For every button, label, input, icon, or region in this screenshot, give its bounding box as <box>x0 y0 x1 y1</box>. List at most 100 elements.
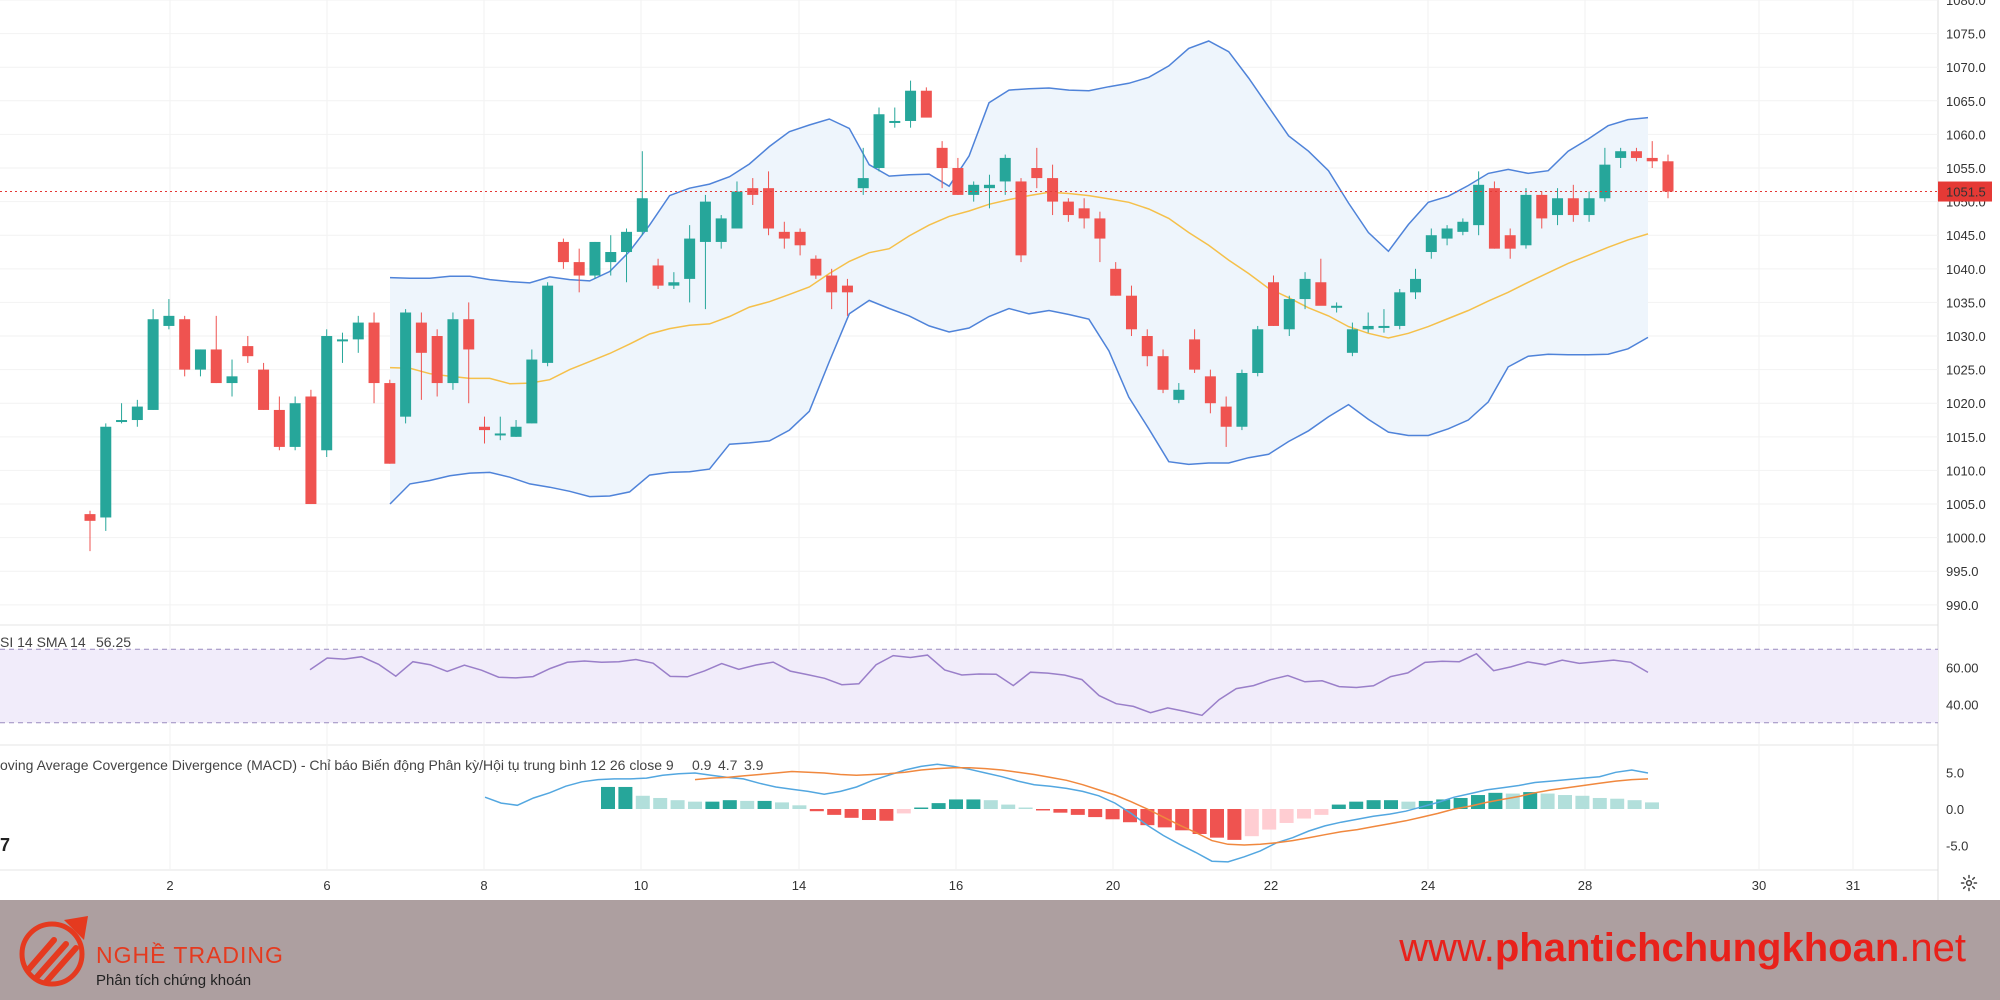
price-tick-label: 1055.0 <box>1946 161 1986 176</box>
candle-up <box>857 178 869 189</box>
candle-down <box>652 265 664 286</box>
candle-down <box>1189 339 1201 370</box>
date-tick-label: 24 <box>1421 878 1435 893</box>
tradingview-logo-icon: 7 <box>0 835 10 855</box>
candle-up <box>699 201 711 242</box>
price-tick-label: 1075.0 <box>1946 27 1986 42</box>
candle-up <box>542 285 554 363</box>
rsi-label: SI 14 SMA 14 <box>0 634 86 650</box>
macd-histogram-bar <box>635 795 650 809</box>
gear-icon[interactable] <box>1960 874 1978 892</box>
candle-down <box>210 349 222 384</box>
candle-up <box>321 336 333 451</box>
candle-up <box>1346 329 1358 353</box>
candle-down <box>936 147 948 169</box>
candle-up <box>1583 198 1595 216</box>
candle-up <box>605 252 617 263</box>
candle-up <box>873 114 885 169</box>
candle-down <box>1504 235 1516 249</box>
candle-down <box>305 396 317 505</box>
candle-up <box>968 184 980 195</box>
candle-up <box>147 319 159 410</box>
date-tick-label: 31 <box>1846 878 1860 893</box>
macd-histogram-bar <box>670 800 685 809</box>
macd-histogram-bar <box>1053 809 1068 813</box>
macd-histogram-bar <box>1036 809 1050 811</box>
price-tick-label: 990.0 <box>1946 598 1979 613</box>
macd-histogram-bar <box>914 807 929 809</box>
candle-up <box>1552 198 1564 216</box>
price-tick-label: 1000.0 <box>1946 531 1986 546</box>
candle-down <box>557 241 569 263</box>
candle-down <box>1630 151 1642 158</box>
macd-tick-label: 0.0 <box>1946 802 1964 817</box>
candle-down <box>258 369 270 410</box>
macd-histogram-bar <box>1384 800 1398 809</box>
candle-down <box>1015 181 1027 256</box>
candle-up <box>100 426 112 518</box>
candle-up <box>447 319 459 384</box>
candle-up <box>526 359 538 424</box>
candle-up <box>226 376 238 384</box>
candle-down <box>763 188 775 229</box>
price-tick-label: 1045.0 <box>1946 228 1986 243</box>
rsi-line <box>309 652 1649 717</box>
candle-down <box>1646 157 1658 162</box>
candle-down <box>463 319 475 350</box>
candle-up <box>621 231 633 253</box>
macd-histogram-bar <box>1523 792 1538 809</box>
rsi-tick-label: 60.00 <box>1946 661 1979 676</box>
macd-histogram-bar <box>1192 809 1207 834</box>
candle-up <box>668 282 680 286</box>
macd-histogram-bar <box>618 786 633 809</box>
macd-histogram-bar <box>1088 809 1103 818</box>
price-tick-label: 1035.0 <box>1946 295 1986 310</box>
price-tick-label: 1030.0 <box>1946 329 1986 344</box>
date-tick-label: 22 <box>1264 878 1278 893</box>
candle-up <box>1173 389 1185 400</box>
url-domain: phantichchungkhoan <box>1494 926 1900 970</box>
candle-down <box>1047 178 1059 202</box>
candle-down <box>841 285 853 293</box>
candle-down <box>1094 218 1106 239</box>
candle-up <box>1425 235 1437 253</box>
candle-up <box>999 157 1011 182</box>
candle-down <box>573 262 585 276</box>
candle-up <box>289 403 301 447</box>
candle-down <box>1315 282 1327 306</box>
candle-up <box>352 322 364 340</box>
candle-up <box>983 184 995 189</box>
rsi-value: 56.25 <box>96 634 131 650</box>
macd-histogram-bar <box>1592 797 1607 809</box>
macd-histogram-bar <box>1123 809 1137 823</box>
candle-down <box>1031 168 1043 179</box>
macd-histogram-bar <box>1001 804 1016 809</box>
candle-down <box>1220 406 1232 427</box>
macd-histogram-bar <box>1262 809 1277 830</box>
candle-up <box>731 191 743 229</box>
candle-up <box>1252 329 1264 373</box>
macd-histogram-bar <box>896 809 911 814</box>
candle-up <box>494 433 506 436</box>
candle-down <box>1125 295 1137 330</box>
candle-down <box>1268 282 1279 326</box>
candle-down <box>778 231 790 239</box>
candle-down <box>1662 161 1674 192</box>
price-tick-label: 1020.0 <box>1946 396 1986 411</box>
macd-histogram-bar <box>1140 809 1155 826</box>
candle-down <box>431 336 443 384</box>
nghe-trading-logo-icon <box>19 916 88 987</box>
macd-histogram-bar <box>1540 793 1555 809</box>
date-tick-label: 8 <box>480 878 487 893</box>
candle-up <box>1394 292 1406 326</box>
url-suffix: .net <box>1899 926 1966 970</box>
brand-tagline: Phân tích chứng khoán <box>96 972 252 989</box>
macd-histogram-bar <box>1210 809 1224 838</box>
macd-histogram-bar <box>949 799 963 809</box>
candle-down <box>747 188 759 195</box>
macd-histogram-bar <box>862 809 876 821</box>
candle-down <box>826 275 838 293</box>
macd-histogram-bar <box>792 805 807 809</box>
date-tick-label: 30 <box>1752 878 1766 893</box>
website-url[interactable]: www.phantichchungkhoan.net <box>1399 926 1966 971</box>
